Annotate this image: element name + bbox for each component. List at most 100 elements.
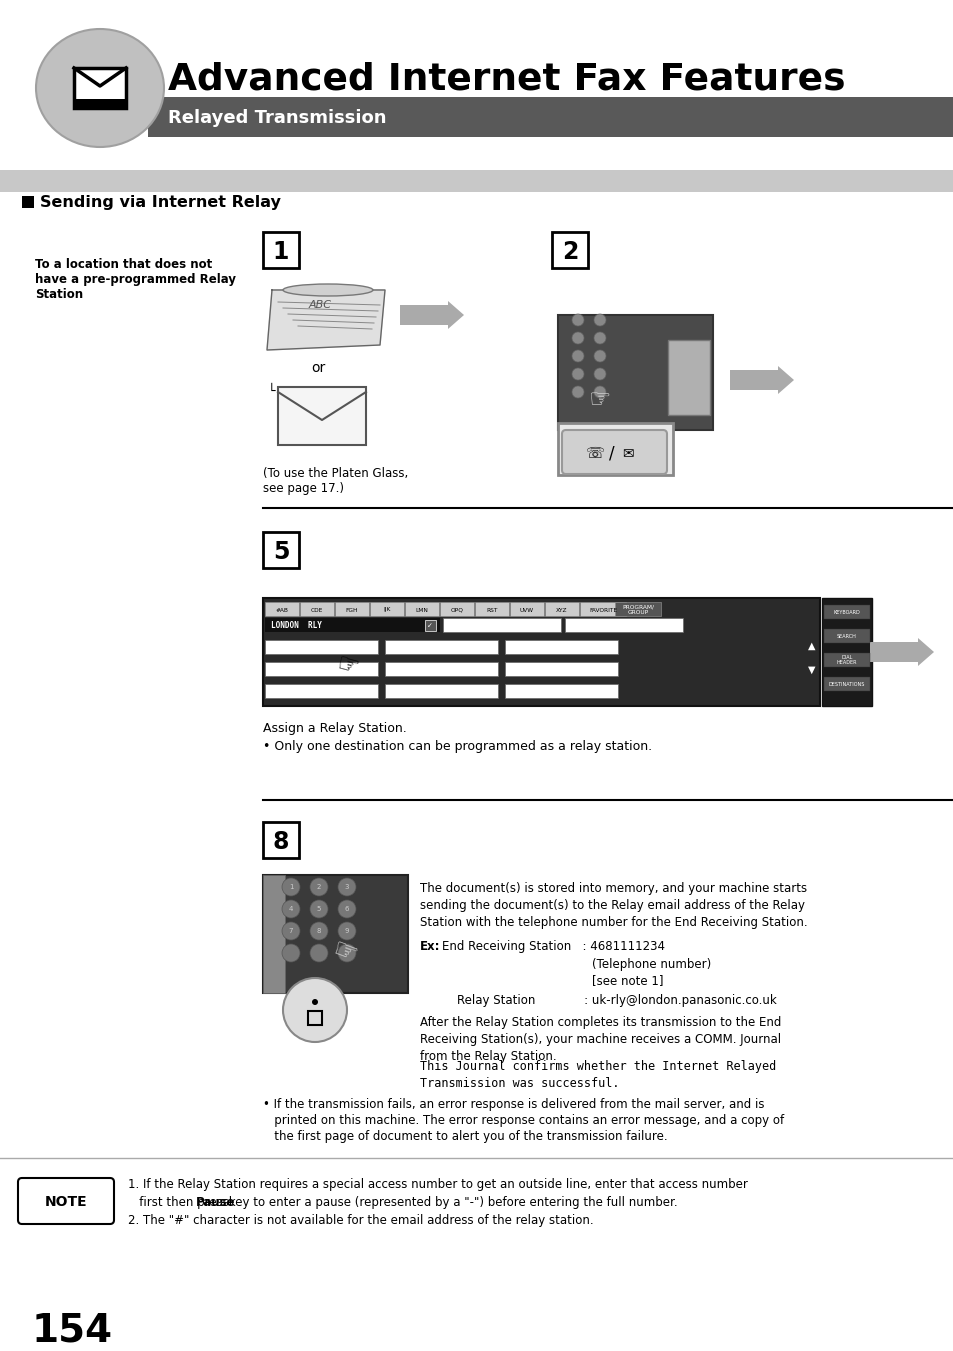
Ellipse shape	[36, 28, 164, 147]
Text: ABC: ABC	[308, 300, 331, 309]
Text: 1: 1	[289, 884, 293, 890]
Circle shape	[594, 332, 605, 345]
Bar	[667, 340, 709, 415]
FancyBboxPatch shape	[18, 1178, 113, 1224]
Text: Advanced Internet Fax Features: Advanced Internet Fax Features	[168, 62, 844, 99]
Bar	[504, 640, 618, 654]
FancyBboxPatch shape	[552, 232, 587, 267]
Text: NOTE: NOTE	[45, 1196, 88, 1209]
Text: └: └	[268, 385, 275, 399]
Text: IJK: IJK	[383, 608, 391, 612]
FancyBboxPatch shape	[263, 232, 298, 267]
Bar	[263, 875, 408, 993]
FancyBboxPatch shape	[263, 532, 298, 567]
Text: ☏: ☏	[585, 446, 604, 462]
Bar	[823, 677, 869, 690]
Ellipse shape	[283, 284, 373, 296]
Bar	[558, 423, 672, 476]
Circle shape	[337, 944, 355, 962]
Polygon shape	[267, 290, 385, 350]
Bar	[823, 605, 869, 619]
Circle shape	[594, 367, 605, 380]
Text: first then press: first then press	[128, 1196, 233, 1209]
Text: CDE: CDE	[311, 608, 323, 612]
Text: To a location that does not
have a pre-programmed Relay
Station: To a location that does not have a pre-p…	[35, 258, 235, 301]
Text: Relayed Transmission: Relayed Transmission	[168, 109, 386, 127]
Circle shape	[572, 350, 583, 362]
Bar	[277, 386, 366, 444]
Bar	[22, 196, 34, 208]
Circle shape	[594, 386, 605, 399]
Text: KEYBOARD: KEYBOARD	[833, 609, 860, 615]
Text: LMN: LMN	[416, 608, 428, 612]
Text: key to enter a pause (represented by a "-") before entering the full number.: key to enter a pause (represented by a "…	[225, 1196, 677, 1209]
Text: ☞: ☞	[588, 388, 611, 412]
Circle shape	[337, 900, 355, 917]
Circle shape	[310, 878, 328, 896]
Text: 1. If the Relay Station requires a special access number to get an outside line,: 1. If the Relay Station requires a speci…	[128, 1178, 747, 1192]
Circle shape	[337, 921, 355, 940]
Text: 5: 5	[316, 907, 321, 912]
FancyBboxPatch shape	[299, 603, 334, 616]
Circle shape	[283, 978, 347, 1042]
Text: ☞: ☞	[334, 651, 361, 681]
Text: 7: 7	[289, 928, 293, 934]
Text: ✓: ✓	[427, 623, 433, 630]
Text: 4: 4	[289, 907, 293, 912]
Text: XYZ: XYZ	[556, 608, 567, 612]
Bar	[263, 598, 820, 707]
Bar	[558, 315, 712, 430]
FancyBboxPatch shape	[475, 603, 509, 616]
Bar	[0, 0, 953, 30]
Text: [see note 1]: [see note 1]	[441, 974, 662, 988]
Text: UVW: UVW	[519, 608, 534, 612]
Text: 9: 9	[344, 928, 349, 934]
Bar	[265, 684, 377, 698]
Text: DIAL
HEADER: DIAL HEADER	[836, 655, 857, 666]
Text: 154: 154	[32, 1310, 113, 1350]
Circle shape	[282, 900, 299, 917]
Text: DESTINATIONS: DESTINATIONS	[828, 681, 864, 686]
Text: Ex:: Ex:	[419, 940, 440, 952]
Text: 1: 1	[273, 240, 289, 263]
Text: Sending via Internet Relay: Sending via Internet Relay	[40, 195, 280, 209]
Text: After the Relay Station completes its transmission to the End
Receiving Station(: After the Relay Station completes its tr…	[419, 1016, 781, 1063]
Text: This Journal confirms whether the Internet Relayed
Transmission was successful.: This Journal confirms whether the Intern…	[419, 1061, 776, 1090]
Bar	[385, 662, 497, 676]
Bar	[442, 617, 560, 632]
FancyBboxPatch shape	[510, 603, 543, 616]
Bar	[504, 662, 618, 676]
Bar	[424, 620, 436, 631]
FancyBboxPatch shape	[370, 603, 403, 616]
Circle shape	[572, 386, 583, 399]
Circle shape	[282, 921, 299, 940]
Circle shape	[572, 313, 583, 326]
Circle shape	[282, 878, 299, 896]
Text: printed on this machine. The error response contains an error message, and a cop: printed on this machine. The error respo…	[263, 1115, 783, 1127]
Text: LONDON  RLY: LONDON RLY	[271, 621, 321, 631]
Circle shape	[572, 332, 583, 345]
Bar	[385, 640, 497, 654]
Bar	[265, 662, 377, 676]
Circle shape	[282, 944, 299, 962]
Text: End Receiving Station   : 4681111234: End Receiving Station : 4681111234	[441, 940, 664, 952]
Bar	[263, 875, 285, 993]
Text: 8: 8	[273, 830, 289, 854]
Text: ▼: ▼	[807, 665, 815, 676]
FancyBboxPatch shape	[579, 603, 625, 616]
Bar	[564, 617, 682, 632]
Text: (To use the Platen Glass,
see page 17.): (To use the Platen Glass, see page 17.)	[263, 467, 408, 494]
Text: the first page of document to alert you of the transmission failure.: the first page of document to alert you …	[263, 1129, 667, 1143]
Text: FAVORITE: FAVORITE	[588, 608, 617, 612]
Bar	[385, 684, 497, 698]
Text: 5: 5	[273, 540, 289, 563]
FancyBboxPatch shape	[544, 603, 578, 616]
FancyBboxPatch shape	[561, 430, 666, 474]
FancyBboxPatch shape	[263, 821, 298, 858]
Bar	[265, 617, 439, 632]
Bar	[148, 97, 953, 136]
Text: 2: 2	[316, 884, 321, 890]
Circle shape	[312, 998, 317, 1005]
Text: SEARCH: SEARCH	[836, 634, 856, 639]
Bar	[74, 99, 126, 108]
